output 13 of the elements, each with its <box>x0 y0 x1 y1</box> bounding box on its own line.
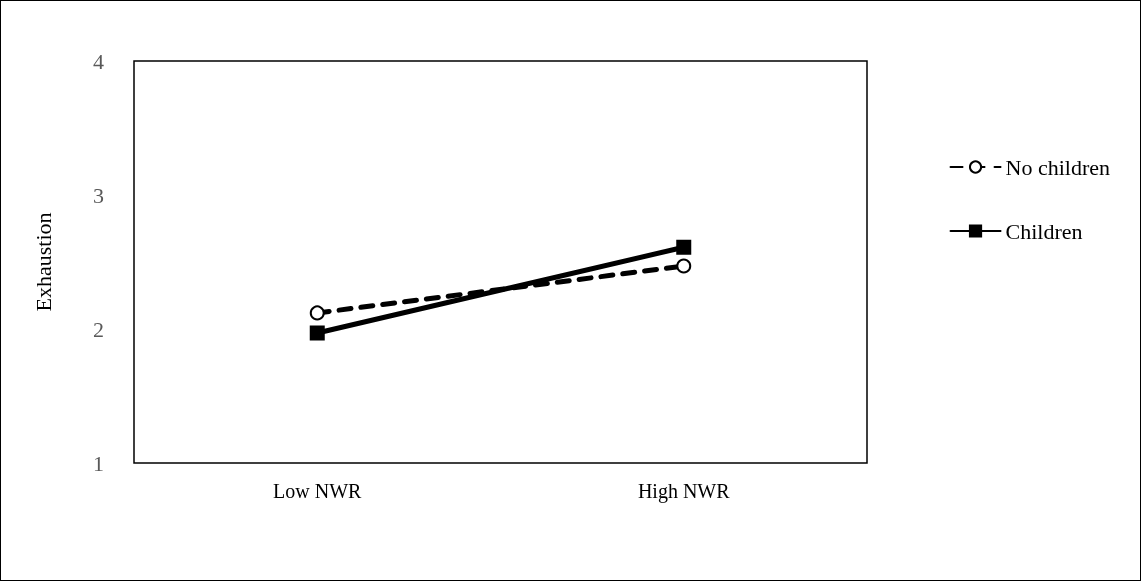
point <box>676 239 692 255</box>
point <box>676 258 692 274</box>
y-tick-label: 3 <box>93 182 104 208</box>
point <box>309 305 325 321</box>
x-tick-label: Low NWR <box>273 480 363 502</box>
x-tick-label: High NWR <box>637 480 731 503</box>
legend-label: Children <box>1005 218 1083 244</box>
y-tick-label: 2 <box>93 316 104 342</box>
point <box>309 325 325 341</box>
y-tick-label: 1 <box>93 450 104 476</box>
y-tick-label: 4 <box>93 48 104 74</box>
y-axis-title: Exhaustion <box>30 212 56 312</box>
legend-label: No children <box>1005 154 1110 180</box>
